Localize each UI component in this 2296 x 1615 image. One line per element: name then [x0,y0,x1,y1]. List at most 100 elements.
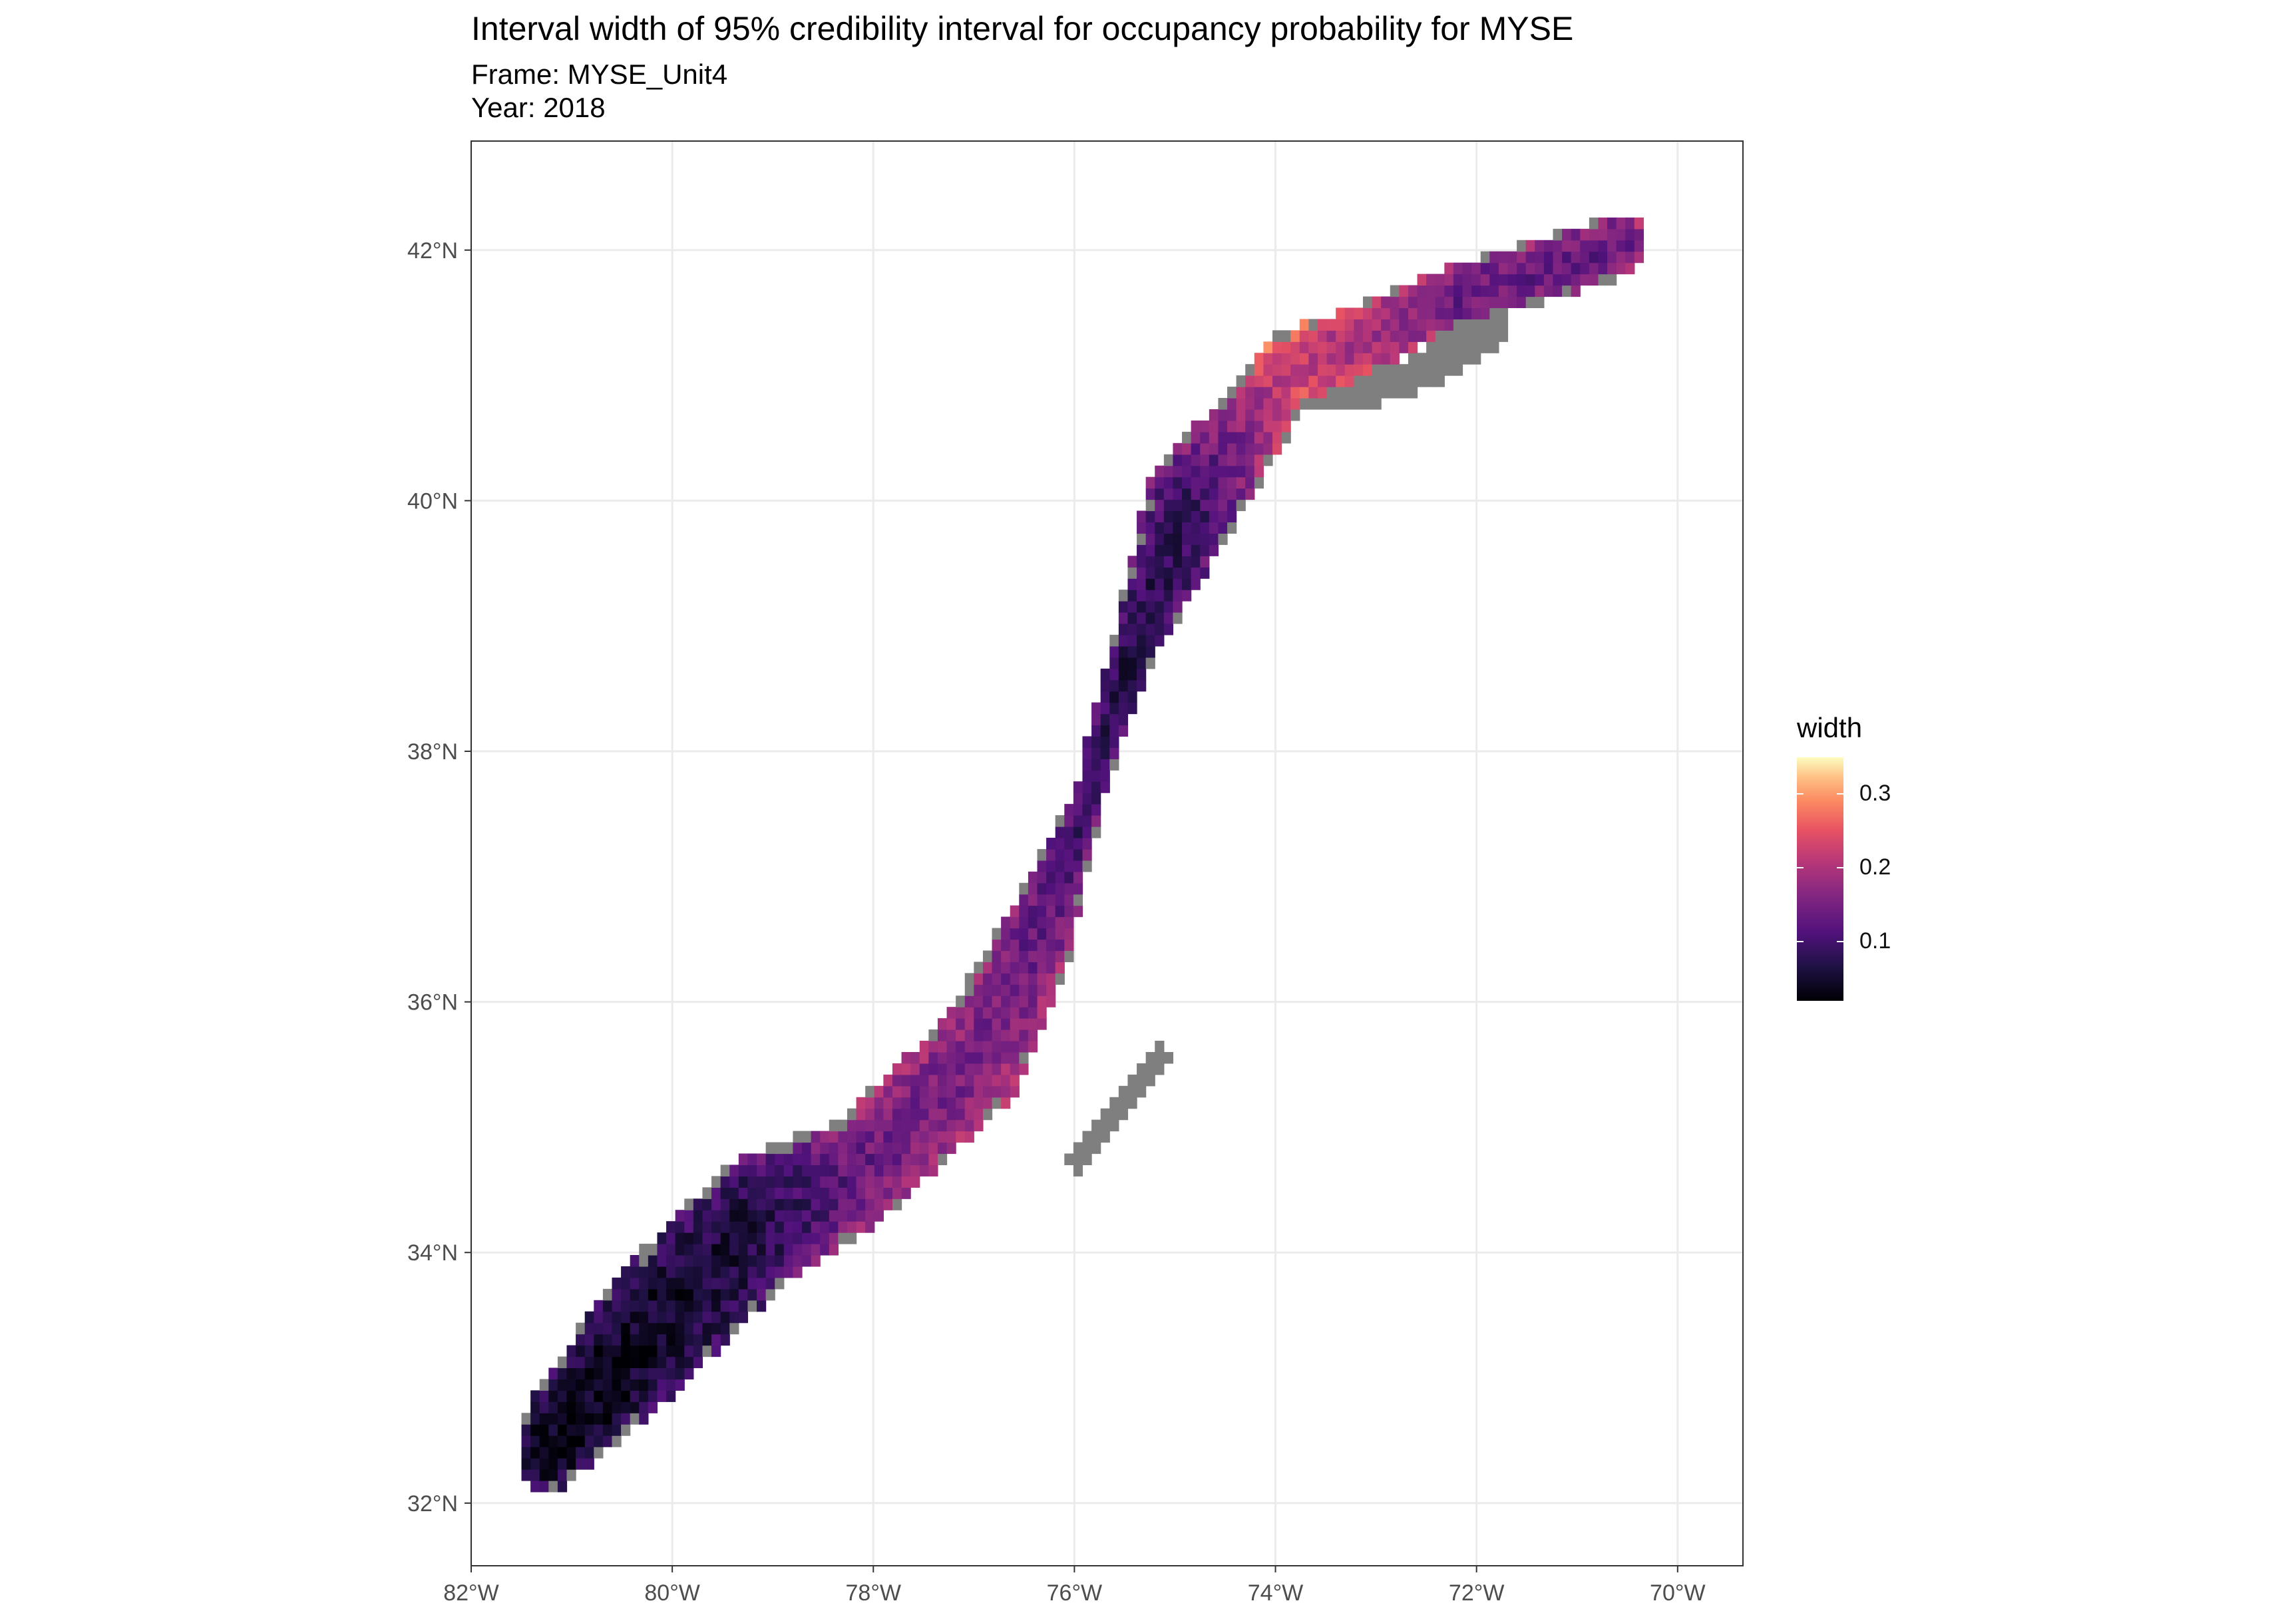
map-cell [693,1356,703,1369]
map-cell [783,1142,794,1155]
map-cell [747,1232,757,1244]
map-cell-na [1155,1063,1165,1075]
map-cell [793,1244,803,1256]
map-cell [820,1187,830,1199]
map-cell [793,1210,803,1222]
map-cell [1435,296,1445,309]
map-cell [1571,285,1581,297]
map-cell [1145,623,1155,635]
map-cell [1227,465,1237,478]
map-cell [621,1266,631,1278]
map-cell-na [1082,1142,1092,1155]
map-cell [1145,645,1155,658]
map-cell [1137,657,1147,669]
map-cell [982,1029,993,1041]
map-cell [1100,736,1110,748]
map-cell [1489,273,1499,286]
map-cell [1480,296,1490,309]
map-cell [1137,590,1147,602]
map-cell [1480,273,1490,286]
map-cell [630,1288,640,1301]
map-cell [1372,296,1382,309]
x-tick-label: 70°W [1650,1580,1706,1606]
map-cell [1055,905,1065,918]
map-cell-na [1362,398,1373,410]
map-cell [865,1198,875,1210]
map-cell [1019,1051,1029,1064]
map-cell [1426,307,1436,319]
map-cell [1109,668,1119,681]
map-cell [856,1131,866,1143]
map-cell [992,950,1002,962]
map-cell [783,1221,794,1233]
map-cell [1019,973,1029,985]
map-cell [982,962,993,974]
map-cell [1498,296,1509,309]
map-cell [1272,341,1282,353]
map-cell [657,1232,667,1244]
map-cell [865,1131,875,1143]
map-cell [1028,984,1038,996]
map-cell [1091,804,1101,816]
map-cell [1489,296,1499,309]
map-cell [1137,623,1147,635]
map-cell [802,1142,812,1155]
map-cell [829,1221,839,1233]
map-cell [964,1097,974,1109]
map-cell [1163,499,1174,512]
map-cell [1137,668,1147,681]
map-cell [539,1480,549,1493]
map-cell [1290,398,1300,410]
map-cell-na [1453,353,1463,365]
map-cell [883,1198,893,1210]
map-cell [1435,285,1445,297]
map-cell [883,1074,893,1087]
map-cell [1064,894,1074,906]
map-cell [1209,533,1219,545]
map-cell [1019,894,1029,906]
map-cell [612,1401,622,1413]
map-cell [1381,353,1391,365]
map-cell [1191,522,1201,534]
map-cell [1145,657,1155,669]
map-cell-na [1408,387,1418,399]
map-cell [1209,488,1219,500]
map-cell [1562,273,1572,286]
map-cell [1517,240,1527,252]
map-cell [1091,815,1101,827]
map-cell [992,1063,1002,1075]
map-cell [566,1469,576,1481]
map-cell-na [1082,1153,1092,1166]
map-cell-na [1471,330,1481,342]
map-cell [684,1232,694,1244]
map-cell-na [1435,364,1445,376]
map-cell [1182,522,1192,534]
map-cell [1137,522,1147,534]
map-cell [783,1232,794,1244]
map-cell [883,1097,893,1109]
map-cell [729,1277,739,1290]
map-cell [757,1232,767,1244]
map-cell [1127,691,1137,703]
map-cell [1163,454,1174,466]
map-cell [1064,950,1074,962]
map-cell [648,1390,658,1402]
map-cell-na [1390,375,1400,387]
map-cell [775,1142,785,1155]
map-cell [856,1176,866,1188]
map-cell [1137,645,1147,658]
map-cell [992,984,1002,996]
map-cell [1163,601,1174,613]
map-cell [1028,928,1038,940]
map-cell [1236,387,1246,399]
map-cell [956,1051,966,1064]
map-cell [1109,747,1119,759]
map-cell-na [1435,341,1445,353]
map-cell [946,1018,956,1030]
map-cell [1308,364,1318,376]
map-cell [1517,251,1527,264]
map-cell [802,1198,812,1210]
map-cell [530,1435,540,1447]
map-cell [1471,296,1481,309]
map-cell [811,1176,821,1188]
